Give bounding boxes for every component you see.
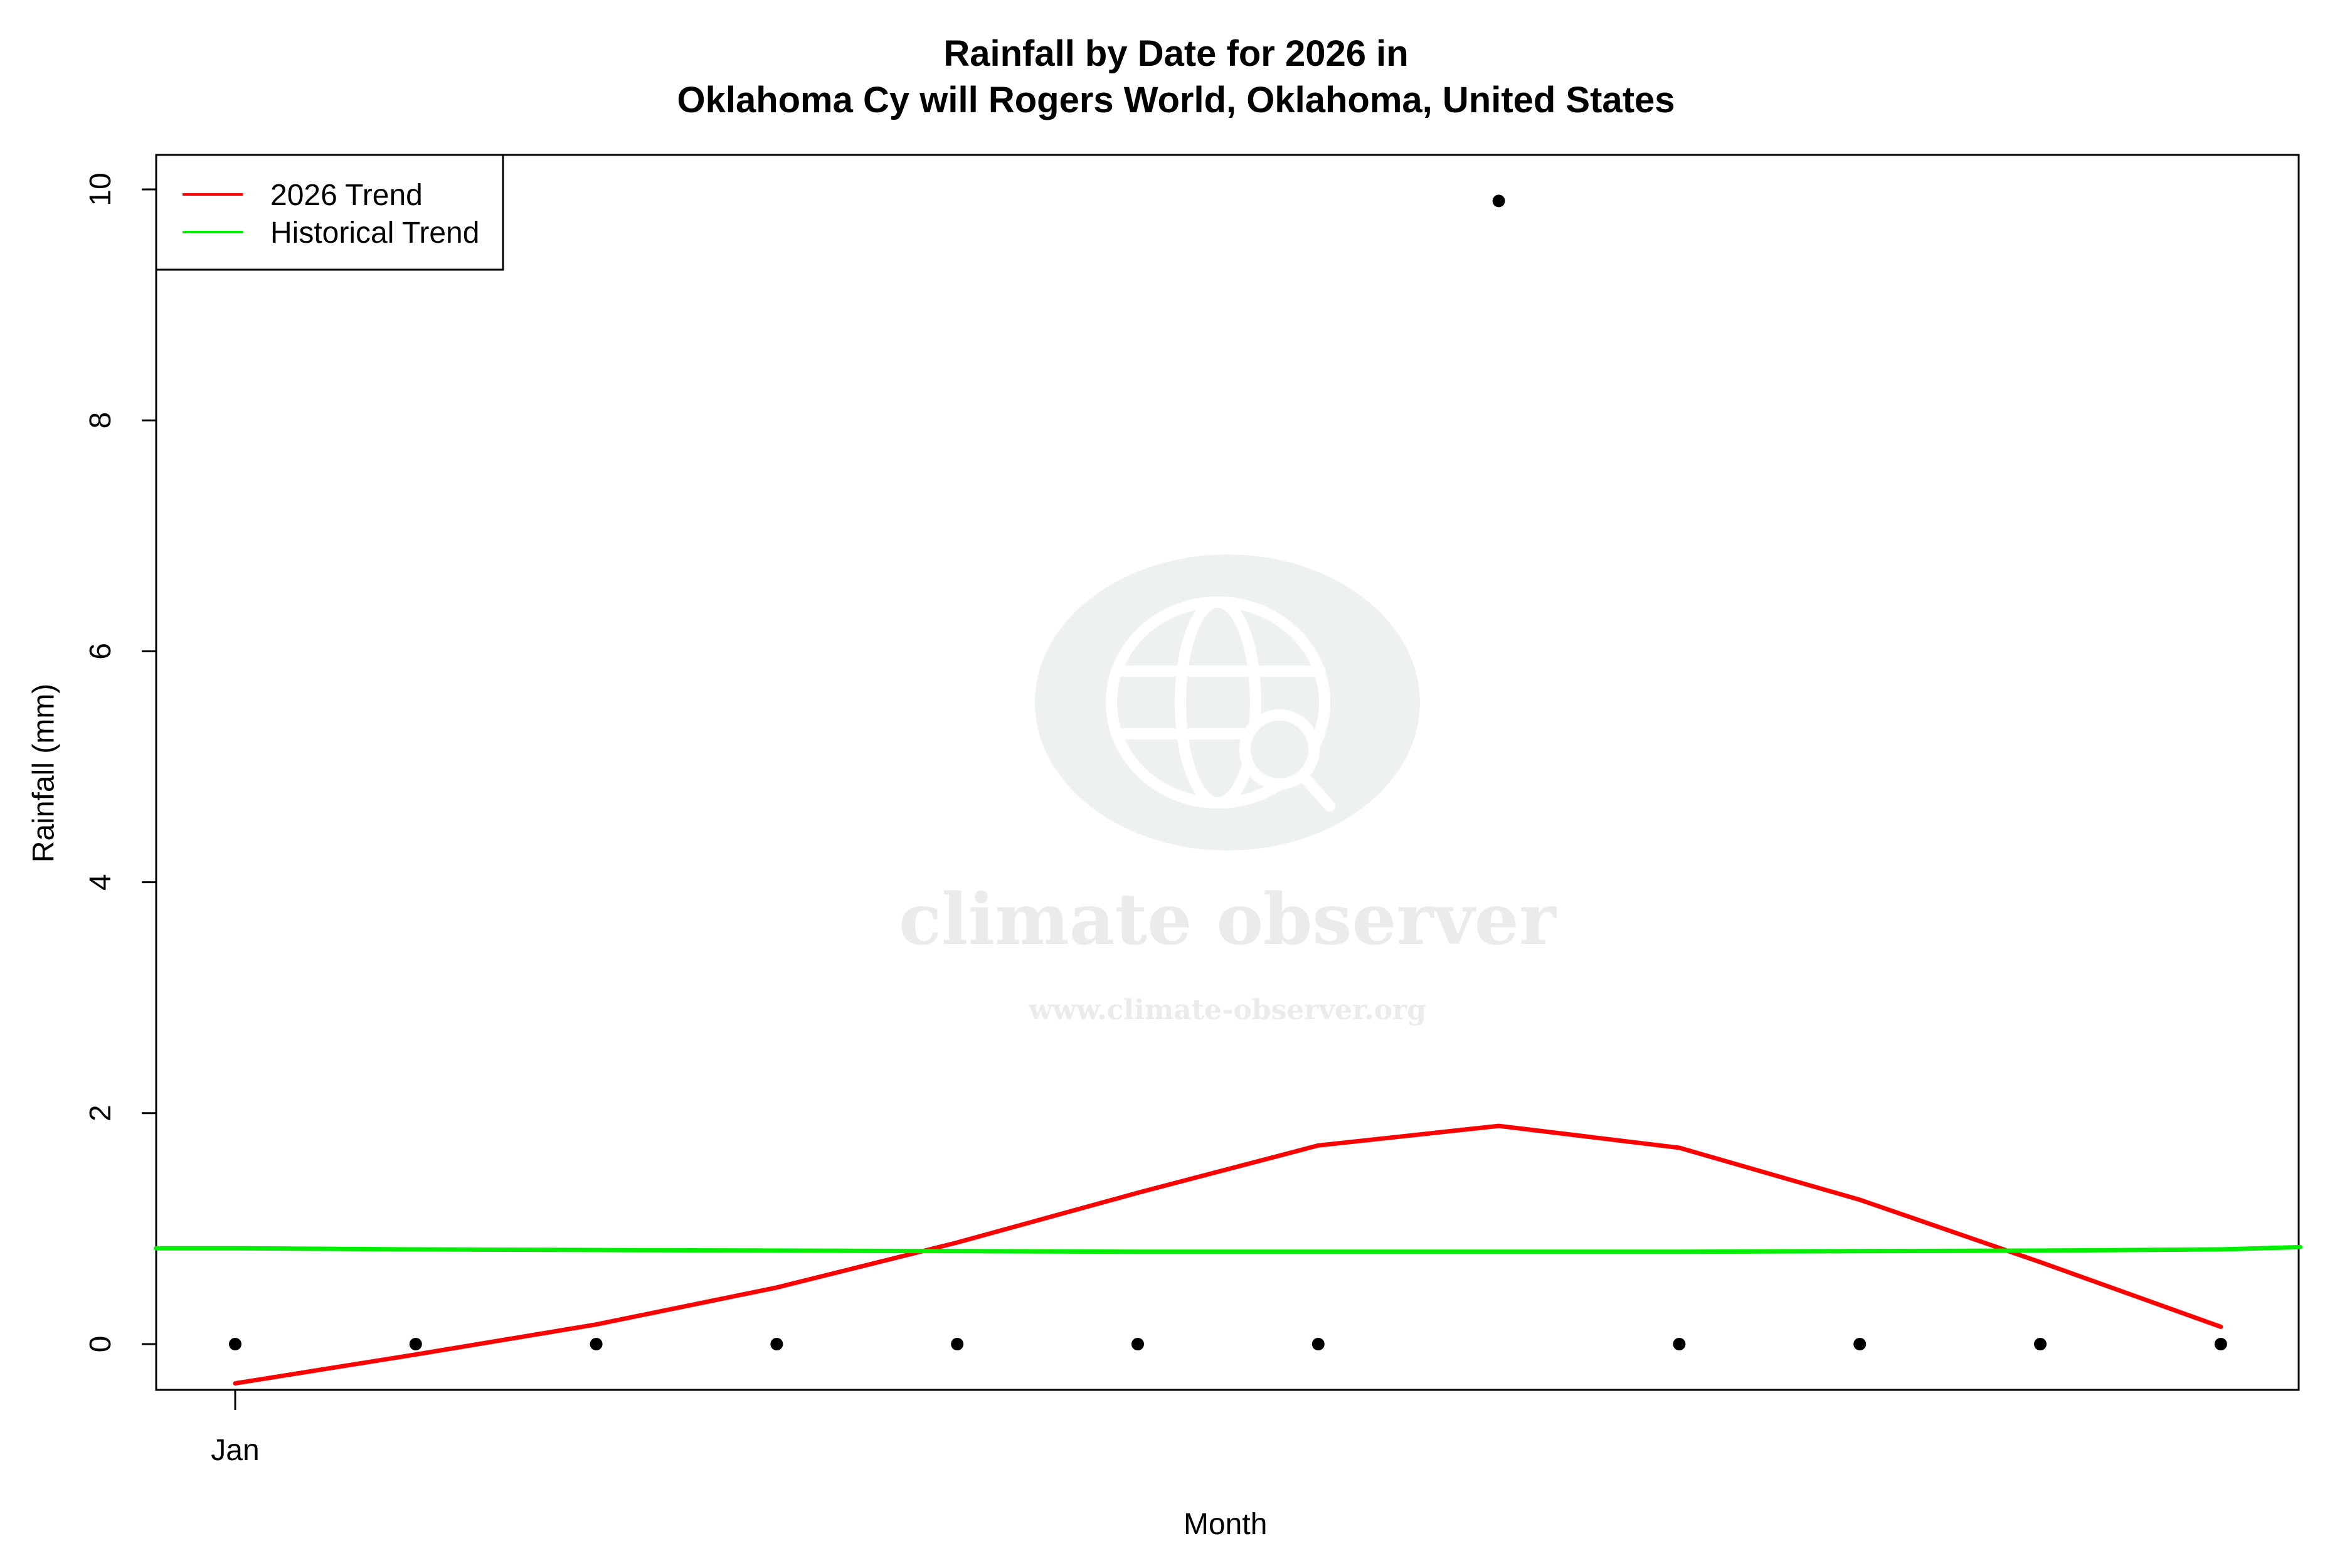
data-point — [1131, 1338, 1144, 1350]
y-axis: 0 2 4 6 8 10 — [84, 172, 157, 1353]
data-point — [2034, 1338, 2047, 1350]
data-point — [409, 1338, 422, 1350]
y-tick-label: 2 — [84, 1104, 117, 1121]
watermark-circle — [1035, 554, 1420, 850]
globe-search-icon — [1106, 596, 1335, 812]
legend-label-2026: 2026 Trend — [270, 179, 423, 212]
x-tick-label: Jan — [211, 1434, 259, 1467]
x-axis-title: Month — [1184, 1508, 1268, 1541]
y-tick-label: 8 — [84, 412, 117, 429]
y-tick-label: 0 — [84, 1336, 117, 1353]
data-point — [1311, 1338, 1325, 1350]
data-point — [1853, 1338, 1867, 1350]
data-point — [590, 1338, 603, 1350]
legend-label-historical: Historical Trend — [270, 216, 479, 250]
watermark-url: www.climate-observer.org — [1028, 994, 1426, 1026]
chart-title: Rainfall by Date for 2026 in — [943, 33, 1409, 74]
x-axis: Jan — [211, 1390, 260, 1467]
trend-line-historical — [153, 1244, 2302, 1254]
y-tick-label: 10 — [84, 172, 117, 206]
data-point — [951, 1338, 964, 1350]
watermark: climate observer www.climate-observer.or… — [899, 554, 1557, 1026]
y-axis-title: Rainfall (mm) — [27, 683, 61, 863]
chart-subtitle: Oklahoma Cy will Rogers World, Oklahoma,… — [677, 80, 1675, 120]
watermark-name: climate observer — [899, 879, 1557, 961]
data-point — [229, 1338, 241, 1350]
series-layer — [153, 194, 2302, 1386]
data-point — [2214, 1338, 2227, 1350]
data-point — [770, 1338, 783, 1350]
legend-box — [155, 154, 504, 271]
legend: 2026 Trend Historical Trend — [155, 154, 504, 271]
data-point — [1492, 194, 1505, 208]
y-tick-label: 6 — [84, 643, 117, 660]
trend-line-2026 — [233, 1123, 2223, 1386]
data-point — [1673, 1338, 1686, 1350]
y-tick-label: 4 — [84, 874, 117, 891]
